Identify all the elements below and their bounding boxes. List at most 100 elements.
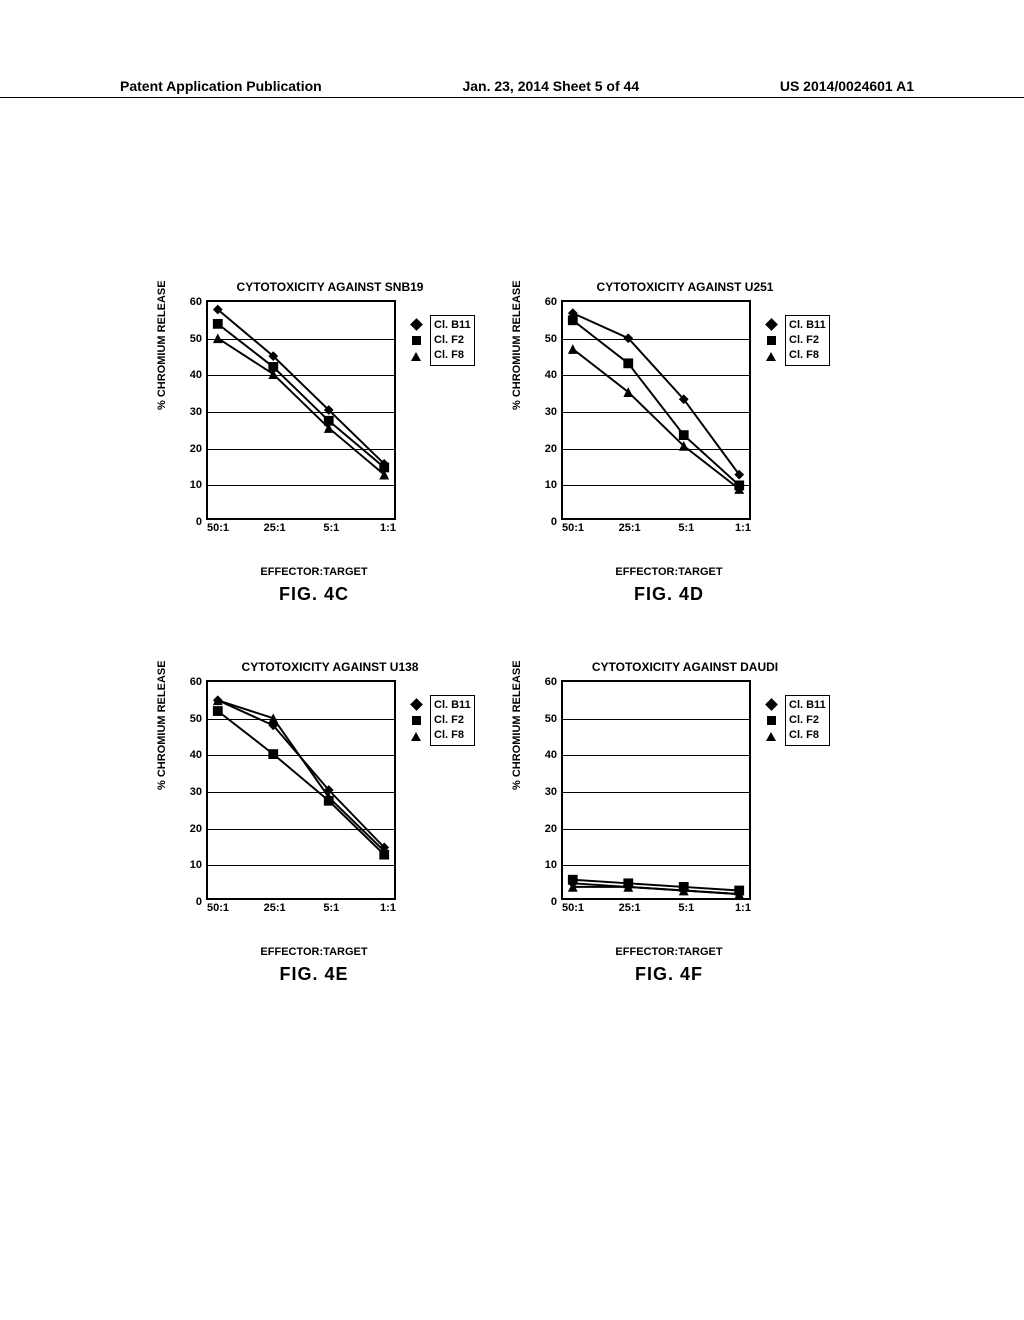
chart-panel: CYTOTOXICITY AGAINST DAUDI% CHROMIUM REL…: [525, 660, 845, 990]
legend-label: Cl. F2: [434, 333, 471, 348]
patent-header: Patent Application Publication Jan. 23, …: [0, 78, 1024, 98]
y-tick-label: 50: [545, 713, 557, 725]
x-tick-label: 5:1: [678, 522, 694, 534]
x-axis-label: EFFECTOR:TARGET: [615, 566, 722, 578]
plot-area: 010203040506050:125:15:11:1: [561, 680, 751, 900]
chart-title: CYTOTOXICITY AGAINST U138: [242, 660, 419, 674]
legend-box: Cl. B11Cl. F2Cl. F8: [430, 695, 475, 746]
x-tick-label: 50:1: [207, 902, 229, 914]
legend-label: Cl. B11: [434, 698, 471, 713]
x-tick-label: 1:1: [380, 902, 396, 914]
legend: Cl. B11Cl. F2Cl. F8: [760, 315, 850, 366]
x-axis-label: EFFECTOR:TARGET: [260, 566, 367, 578]
legend-box: Cl. B11Cl. F2Cl. F8: [785, 315, 830, 366]
y-tick-label: 50: [190, 333, 202, 345]
series-lines: [563, 682, 749, 898]
x-tick-label: 50:1: [562, 902, 584, 914]
y-tick-label: 60: [545, 296, 557, 308]
legend-label: Cl. B11: [434, 318, 471, 333]
figure-caption: FIG. 4C: [279, 584, 349, 605]
legend-label: Cl. F8: [789, 348, 826, 363]
legend-marker-diamond: [760, 320, 782, 329]
legend-marker-square: [760, 336, 782, 345]
y-tick-label: 40: [545, 749, 557, 761]
y-tick-label: 10: [190, 859, 202, 871]
y-tick-label: 50: [545, 333, 557, 345]
y-tick-label: 0: [196, 516, 202, 528]
figure-caption: FIG. 4F: [635, 964, 703, 985]
legend-label: Cl. F2: [789, 333, 826, 348]
y-tick-label: 40: [190, 749, 202, 761]
y-tick-label: 20: [545, 443, 557, 455]
figure-caption: FIG. 4E: [279, 964, 348, 985]
plot-area: 010203040506050:125:15:11:1: [206, 680, 396, 900]
y-tick-label: 30: [545, 786, 557, 798]
legend-label: Cl. F2: [789, 713, 826, 728]
y-tick-label: 20: [545, 823, 557, 835]
legend-marker-triangle: [405, 732, 427, 741]
figure-caption: FIG. 4D: [634, 584, 704, 605]
x-tick-label: 25:1: [619, 902, 641, 914]
x-axis-label: EFFECTOR:TARGET: [260, 946, 367, 958]
y-tick-label: 0: [551, 896, 557, 908]
y-tick-label: 30: [545, 406, 557, 418]
header-right: US 2014/0024601 A1: [780, 78, 914, 94]
chart-panel: CYTOTOXICITY AGAINST SNB19% CHROMIUM REL…: [170, 280, 490, 610]
y-tick-label: 20: [190, 443, 202, 455]
y-tick-label: 0: [551, 516, 557, 528]
y-axis-label: % CHROMIUM RELEASE: [156, 660, 168, 790]
legend-box: Cl. B11Cl. F2Cl. F8: [430, 315, 475, 366]
series-lines: [208, 302, 394, 518]
y-axis-label: % CHROMIUM RELEASE: [511, 660, 523, 790]
header-left: Patent Application Publication: [120, 78, 322, 94]
charts-grid: CYTOTOXICITY AGAINST SNB19 % CHROMIUM REL…: [170, 280, 850, 1000]
y-tick-label: 30: [190, 406, 202, 418]
plot-area: 010203040506050:125:15:11:1: [206, 300, 396, 520]
y-tick-label: 40: [545, 369, 557, 381]
y-tick-label: 60: [190, 676, 202, 688]
y-tick-label: 30: [190, 786, 202, 798]
x-tick-label: 25:1: [264, 902, 286, 914]
x-axis-label: EFFECTOR:TARGET: [615, 946, 722, 958]
series-lines: [208, 682, 394, 898]
x-tick-label: 50:1: [207, 522, 229, 534]
y-tick-label: 10: [190, 479, 202, 491]
chart-title: CYTOTOXICITY AGAINST DAUDI: [592, 660, 778, 674]
x-tick-label: 5:1: [323, 902, 339, 914]
x-tick-label: 1:1: [735, 902, 751, 914]
legend-label: Cl. F2: [434, 713, 471, 728]
x-tick-label: 1:1: [380, 522, 396, 534]
legend-marker-diamond: [405, 700, 427, 709]
legend: Cl. B11Cl. F2Cl. F8: [405, 315, 495, 366]
plot-area: 010203040506050:125:15:11:1: [561, 300, 751, 520]
legend-label: Cl. F8: [434, 728, 471, 743]
legend-marker-square: [405, 716, 427, 725]
y-axis-label: % CHROMIUM RELEASE: [511, 280, 523, 410]
chart-panel: CYTOTOXICITY AGAINST U138% CHROMIUM RELE…: [170, 660, 490, 990]
legend-marker-square: [405, 336, 427, 345]
y-tick-label: 40: [190, 369, 202, 381]
series-lines: [563, 302, 749, 518]
y-tick-label: 10: [545, 479, 557, 491]
y-tick-label: 60: [545, 676, 557, 688]
y-tick-label: 0: [196, 896, 202, 908]
chart-panel: CYTOTOXICITY AGAINST U251% CHROMIUM RELE…: [525, 280, 845, 610]
x-tick-label: 50:1: [562, 522, 584, 534]
x-tick-label: 5:1: [678, 902, 694, 914]
legend-marker-diamond: [760, 700, 782, 709]
chart-title: CYTOTOXICITY AGAINST SNB19: [237, 280, 424, 294]
legend-label: Cl. B11: [789, 698, 826, 713]
legend-marker-triangle: [760, 732, 782, 741]
legend-marker-diamond: [405, 320, 427, 329]
legend-box: Cl. B11Cl. F2Cl. F8: [785, 695, 830, 746]
legend-label: Cl. B11: [789, 318, 826, 333]
y-tick-label: 50: [190, 713, 202, 725]
legend-marker-square: [760, 716, 782, 725]
legend-marker-triangle: [760, 352, 782, 361]
y-axis-label: % CHROMIUM RELEASE: [156, 280, 168, 410]
x-tick-label: 5:1: [323, 522, 339, 534]
y-tick-label: 10: [545, 859, 557, 871]
chart-title: CYTOTOXICITY AGAINST U251: [597, 280, 774, 294]
legend-label: Cl. F8: [434, 348, 471, 363]
header-center: Jan. 23, 2014 Sheet 5 of 44: [462, 78, 639, 94]
